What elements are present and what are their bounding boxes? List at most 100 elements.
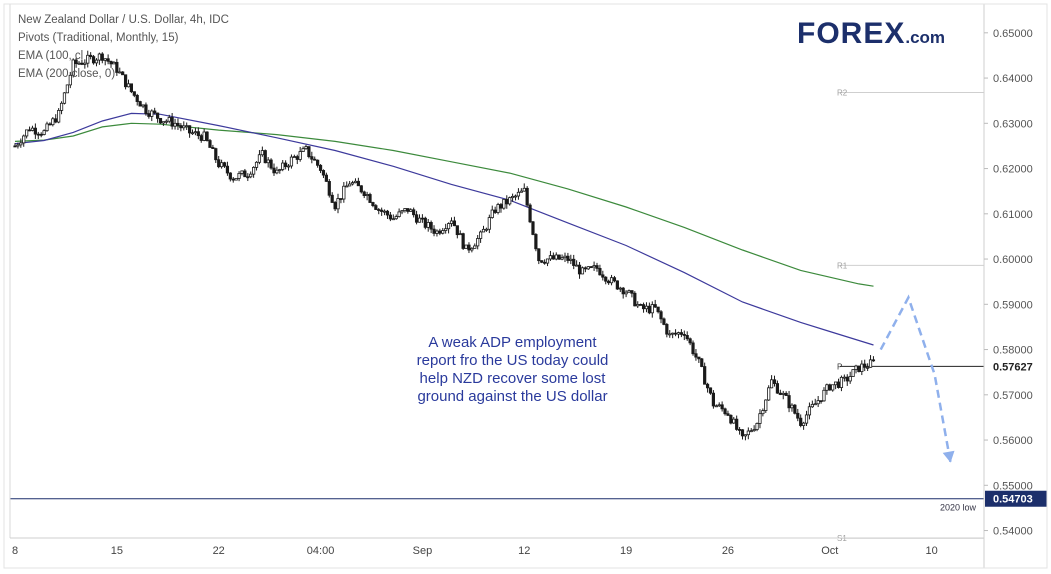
candle-up [854, 365, 858, 370]
candle-up [580, 267, 585, 275]
candle-down [557, 254, 561, 260]
candle-up [668, 333, 672, 336]
candle-down [598, 267, 602, 276]
candle-up [409, 209, 413, 212]
candle-down [263, 150, 267, 164]
candle-down [385, 210, 390, 216]
candle-down [100, 53, 104, 61]
candle-up [476, 238, 480, 247]
candle-down [377, 209, 381, 211]
candle-up [575, 264, 579, 267]
candle-up [752, 429, 756, 432]
candle-up [185, 125, 189, 128]
candle-up [767, 387, 771, 401]
candle-down [199, 135, 203, 141]
ema200-line [14, 122, 874, 287]
candle-up [202, 131, 206, 141]
candle-down [656, 306, 660, 313]
candle-down [705, 383, 710, 389]
candle-up [397, 211, 401, 217]
candle-down [828, 384, 832, 391]
candle-up [25, 129, 29, 137]
candle-down [243, 170, 247, 178]
candle-down [324, 174, 328, 182]
candle-up [481, 228, 486, 233]
current-price-box [985, 358, 1045, 375]
annotation-line-3: help NZD recover some lost [419, 370, 606, 387]
y-tick-label: 0.63000 [993, 118, 1033, 130]
candle-up [516, 191, 521, 197]
candle-up [173, 122, 177, 127]
candle-up [746, 430, 750, 436]
candle-down [420, 217, 425, 220]
candle-down [307, 146, 311, 158]
candle-down [333, 202, 337, 210]
candle-up [234, 177, 238, 181]
candle-down [836, 381, 841, 388]
candle-up [758, 413, 762, 424]
candle-down [740, 429, 745, 437]
candle-down [423, 217, 427, 228]
candle-up [444, 228, 448, 231]
candle-up [464, 244, 468, 249]
candle-up [807, 406, 812, 416]
y-tick-label: 0.56000 [993, 435, 1033, 447]
candle-down [269, 159, 273, 169]
candle-up [435, 230, 439, 234]
candle-down [673, 332, 678, 335]
candle-down [691, 342, 695, 355]
ema100-line [14, 112, 874, 346]
legend-pivots: Pivots (Traditional, Monthly, 15) [18, 32, 179, 44]
candle-up [860, 363, 864, 372]
pivot-levels: R2 R1 P S1 0.57627 [837, 89, 1045, 543]
candle-down [147, 113, 151, 117]
candle-down [272, 167, 276, 174]
candle-up [68, 74, 72, 86]
candle-down [359, 185, 363, 193]
candle-up [522, 187, 526, 192]
candle-up [671, 332, 675, 335]
candle-up [365, 194, 369, 196]
candle-down [187, 125, 192, 134]
x-tick-label: Sep [413, 545, 433, 557]
candle-up [118, 71, 122, 74]
candle-up [71, 59, 75, 76]
candle-up [22, 135, 26, 144]
candle-up [569, 258, 573, 261]
logo-suffix: .com [905, 28, 946, 47]
candle-down [368, 194, 372, 203]
candle-up [825, 384, 829, 391]
candle-up [240, 170, 244, 174]
candle-down [432, 228, 436, 234]
candle-down [455, 225, 459, 236]
candle-down [461, 233, 465, 249]
pivot-label-s1: S1 [837, 534, 847, 543]
candle-up [141, 104, 145, 107]
candle-down [135, 94, 139, 102]
candle-down [380, 209, 384, 212]
candle-up [353, 180, 358, 184]
candle-down [246, 176, 250, 179]
candle-up [770, 379, 774, 389]
y-tick-label: 0.62000 [993, 164, 1033, 176]
x-tick-label: Oct [821, 545, 838, 557]
candle-up [182, 125, 186, 129]
candle-up [717, 404, 721, 407]
y-tick-label: 0.61000 [993, 209, 1033, 221]
candle-up [511, 195, 515, 199]
candle-up [275, 169, 279, 174]
candle-down [615, 280, 619, 290]
candle-up [254, 161, 259, 168]
candle-down [583, 267, 587, 270]
candle-down [665, 324, 669, 335]
candle-down [540, 260, 544, 263]
candle-up [732, 418, 736, 424]
candle-up [478, 231, 483, 239]
chart-frame [3, 3, 1048, 569]
candle-up [193, 131, 198, 134]
candle-up [545, 258, 550, 264]
candle-down [310, 156, 314, 160]
candle-down [537, 248, 541, 262]
y-tick-label: 0.60000 [993, 254, 1033, 266]
candle-up [19, 142, 23, 146]
